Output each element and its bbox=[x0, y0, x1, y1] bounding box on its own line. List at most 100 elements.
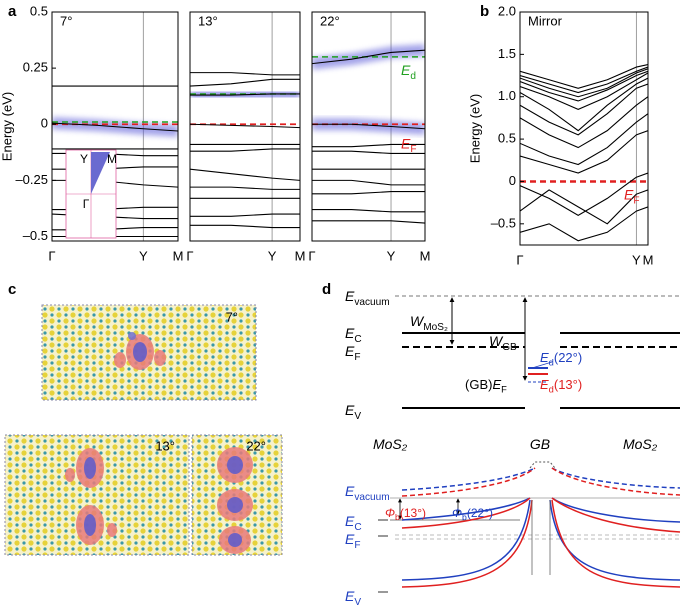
x-tick-label: M bbox=[173, 248, 184, 263]
label-part: F bbox=[501, 385, 507, 395]
structure-label: 22° bbox=[246, 438, 266, 453]
band bbox=[190, 123, 300, 129]
y-tick-label: 1.0 bbox=[498, 88, 516, 103]
chart-title: 22° bbox=[320, 13, 340, 28]
label-part: E bbox=[345, 325, 355, 341]
y-tick-label: 0.5 bbox=[498, 131, 516, 146]
structure-images bbox=[4, 304, 283, 556]
label: EC bbox=[345, 513, 362, 533]
band bbox=[520, 63, 648, 89]
band-diagram bbox=[395, 295, 680, 409]
band bbox=[312, 143, 425, 148]
label: EC bbox=[345, 325, 362, 345]
axes-frame bbox=[311, 11, 426, 242]
band bbox=[520, 83, 648, 136]
x-tick-label: Γ bbox=[516, 252, 523, 267]
y-tick-label: 0 bbox=[509, 173, 516, 188]
label: MoS₂ bbox=[623, 436, 658, 452]
label: Ed(22°) bbox=[540, 350, 582, 368]
label-part: E bbox=[345, 588, 355, 604]
label: Ed bbox=[401, 62, 416, 82]
band bbox=[52, 122, 178, 132]
x-tick-label: M bbox=[643, 252, 654, 267]
label: EF bbox=[624, 186, 640, 206]
label-part: E bbox=[540, 377, 549, 392]
label-part: E bbox=[624, 186, 634, 202]
label-part: E bbox=[401, 62, 411, 78]
label-part: E bbox=[345, 288, 355, 304]
label-part: V bbox=[354, 411, 361, 422]
band bbox=[312, 123, 425, 130]
band-bending bbox=[378, 461, 681, 593]
y-tick-label: 0.25 bbox=[23, 60, 48, 75]
band bbox=[520, 130, 648, 174]
band bbox=[520, 206, 648, 242]
inset-label: Y bbox=[80, 152, 88, 166]
y-tick-label: –0.5 bbox=[491, 215, 516, 230]
label-part: C bbox=[354, 522, 361, 533]
band bbox=[312, 191, 425, 195]
label-part: E bbox=[345, 343, 355, 359]
x-tick-label: Y bbox=[632, 252, 641, 267]
label-part: vacuum bbox=[354, 492, 389, 503]
band bbox=[312, 209, 425, 213]
x-tick-label: Γ bbox=[308, 248, 315, 263]
band bbox=[190, 213, 300, 217]
label-part: C bbox=[354, 334, 361, 345]
x-tick-label: M bbox=[420, 248, 431, 263]
label-part: W bbox=[410, 313, 425, 329]
band bbox=[520, 66, 648, 94]
label: Φb(22°) bbox=[452, 506, 493, 522]
band bbox=[190, 186, 300, 190]
inset-label: Γ bbox=[83, 197, 90, 211]
panel-label: b bbox=[480, 3, 489, 20]
label-part: F bbox=[410, 144, 416, 155]
plot-area bbox=[312, 12, 425, 241]
x-tick-label: Y bbox=[268, 248, 277, 263]
x-tick-label: Y bbox=[139, 248, 148, 263]
x-tick-label: M bbox=[295, 248, 306, 263]
label: Evacuum bbox=[345, 288, 390, 308]
panel-label: c bbox=[8, 281, 16, 298]
label-part: (13°) bbox=[554, 377, 582, 392]
label-part: MoS₂ bbox=[423, 322, 448, 333]
axes-frame bbox=[519, 11, 649, 246]
label: EF bbox=[345, 531, 361, 551]
band bbox=[520, 172, 648, 216]
y-tick-label: 2.0 bbox=[498, 3, 516, 18]
label: EV bbox=[345, 588, 361, 607]
band bbox=[312, 150, 425, 154]
label-part: V bbox=[354, 597, 361, 607]
y-tick-label: 0 bbox=[41, 116, 48, 131]
inset-wedge bbox=[91, 152, 110, 194]
band bbox=[312, 179, 425, 186]
y-axis-label: Energy (eV) bbox=[0, 92, 14, 161]
label-part: d bbox=[410, 70, 416, 81]
band bbox=[190, 93, 300, 96]
band bbox=[520, 68, 648, 98]
label: Evacuum bbox=[345, 483, 390, 503]
label: GB bbox=[530, 436, 550, 452]
y-tick-label: 0.5 bbox=[30, 3, 48, 18]
label: Φb(13°) bbox=[385, 506, 426, 522]
band bbox=[520, 70, 648, 102]
structure-label: 13° bbox=[155, 438, 175, 453]
label-part: (22°) bbox=[554, 350, 582, 365]
label-part: vacuum bbox=[354, 297, 389, 308]
band bbox=[520, 77, 648, 132]
label-part: W bbox=[489, 333, 504, 349]
label-part: Φ bbox=[385, 506, 395, 520]
label-part: E bbox=[492, 377, 501, 392]
chart-title: 13° bbox=[198, 13, 218, 28]
y-tick-label: 1.5 bbox=[498, 46, 516, 61]
label-part: F bbox=[354, 352, 360, 363]
label-part: E bbox=[345, 513, 355, 529]
label: WMoS₂ bbox=[410, 313, 448, 333]
label: (GB)EF bbox=[465, 377, 507, 395]
y-tick-label: –0.5 bbox=[23, 228, 48, 243]
axes-frame bbox=[51, 11, 179, 242]
label-part: (22°) bbox=[467, 506, 493, 520]
label-part: MoS₂ bbox=[373, 436, 408, 452]
label-part: E bbox=[345, 402, 355, 418]
